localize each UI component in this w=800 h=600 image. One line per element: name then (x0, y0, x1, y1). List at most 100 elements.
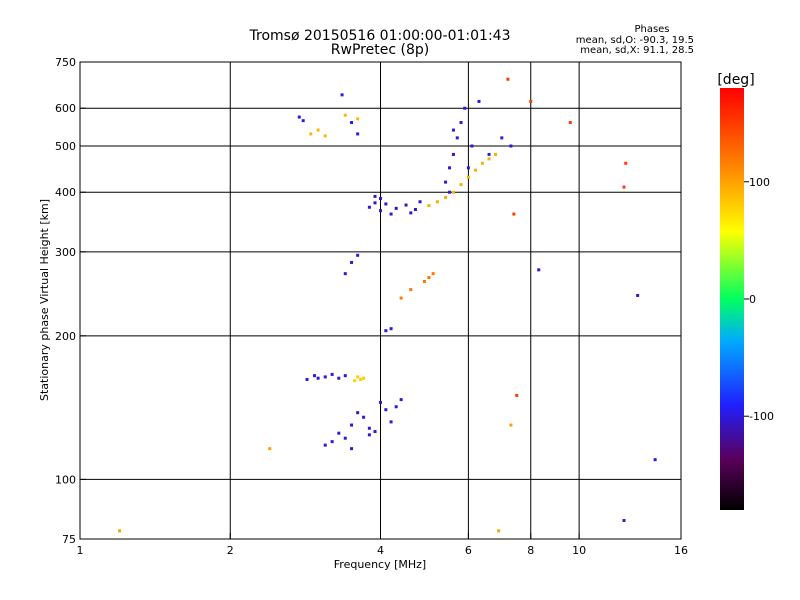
data-point (343, 272, 347, 276)
data-point (323, 443, 327, 447)
y-tick-label: 200 (55, 330, 76, 343)
data-point (323, 134, 327, 138)
data-point (330, 372, 334, 376)
data-point (268, 447, 272, 451)
data-point (537, 268, 541, 272)
data-point (509, 423, 513, 427)
data-point (367, 205, 371, 209)
data-point (312, 374, 316, 378)
data-point (343, 374, 347, 378)
data-point (367, 433, 371, 437)
y-tick-label: 600 (55, 102, 76, 115)
data-point (413, 207, 417, 211)
data-point (466, 175, 470, 179)
y-tick-label: 300 (55, 246, 76, 259)
data-point (356, 253, 360, 257)
data-point (470, 144, 474, 148)
data-point (653, 458, 657, 462)
data-point (350, 423, 354, 427)
data-point (356, 411, 360, 415)
data-point (568, 121, 572, 125)
data-point (473, 168, 477, 172)
data-point (356, 375, 360, 379)
chart-title: Tromsø 20150516 01:00:00-01:01:43 (249, 28, 511, 44)
data-point (343, 113, 347, 117)
data-point (362, 376, 366, 380)
phase-stats-x: mean, sd,X: 91.1, 28.5 (580, 45, 694, 56)
data-point (487, 152, 491, 156)
data-point (373, 201, 377, 205)
data-point (301, 119, 305, 123)
x-tick-label: 2 (227, 544, 234, 557)
data-point (487, 157, 491, 161)
data-point (356, 117, 360, 121)
data-point (418, 200, 422, 204)
data-point (394, 206, 398, 210)
data-point (480, 161, 484, 165)
grid-lines (80, 62, 681, 539)
y-tick-label: 750 (55, 56, 76, 69)
y-tick-label: 75 (62, 533, 76, 546)
colorbar-ticks: -100 0 100 (744, 176, 774, 423)
data-point (343, 436, 347, 440)
data-point (459, 121, 463, 125)
data-point (435, 200, 439, 204)
data-points (118, 77, 657, 533)
data-point (622, 185, 626, 189)
data-point (466, 166, 470, 170)
chart-subtitle: RwPretec (8p) (331, 42, 429, 58)
phase-stats-o: mean, sd,O: -90.3, 19.5 (576, 35, 694, 46)
data-point (622, 519, 626, 523)
data-point (389, 327, 393, 331)
data-point (512, 212, 516, 216)
colorbar-tick-label: -100 (749, 410, 774, 423)
data-point (340, 93, 344, 97)
data-point (399, 296, 403, 300)
data-point (118, 529, 122, 533)
data-point (448, 166, 452, 170)
data-point (624, 161, 628, 165)
data-point (330, 440, 334, 444)
data-point (384, 408, 388, 412)
data-point (316, 376, 320, 380)
data-point (367, 426, 371, 430)
y-tick-label: 100 (55, 473, 76, 486)
x-tick-label: 8 (527, 544, 534, 557)
data-point (379, 209, 382, 213)
data-point (515, 393, 519, 397)
data-point (384, 329, 388, 333)
data-point (389, 212, 393, 216)
y-axis-ticks: 75 100 200 300 400 500 600 750 (55, 56, 86, 546)
data-point (379, 197, 382, 201)
data-point (477, 99, 481, 103)
data-point (373, 430, 377, 434)
x-tick-label: 16 (674, 544, 688, 557)
data-point (409, 211, 413, 215)
colorbar-label: [deg] (717, 72, 754, 88)
data-point (500, 136, 504, 140)
data-point (399, 398, 403, 402)
x-tick-label: 10 (572, 544, 586, 557)
y-tick-label: 500 (55, 140, 76, 153)
data-point (451, 190, 455, 194)
data-point (305, 377, 309, 381)
data-point (350, 447, 354, 451)
plot-frame (79, 61, 682, 540)
data-point (350, 121, 354, 125)
data-point (409, 288, 413, 292)
data-point (451, 152, 455, 156)
data-point (636, 293, 640, 297)
y-tick-label: 400 (55, 186, 76, 199)
colorbar-tick-label: 0 (749, 293, 756, 306)
data-point (379, 400, 382, 404)
x-tick-label: 1 (77, 544, 84, 557)
data-point (451, 128, 455, 132)
data-point (337, 376, 341, 380)
y-axis-label: Stationary phase Virtual Height [km] (38, 199, 51, 401)
data-point (444, 195, 448, 199)
x-axis-label: Frequency [MHz] (334, 558, 426, 571)
data-point (309, 132, 313, 136)
data-point (350, 260, 354, 264)
data-point (431, 272, 435, 276)
data-point (494, 152, 498, 156)
